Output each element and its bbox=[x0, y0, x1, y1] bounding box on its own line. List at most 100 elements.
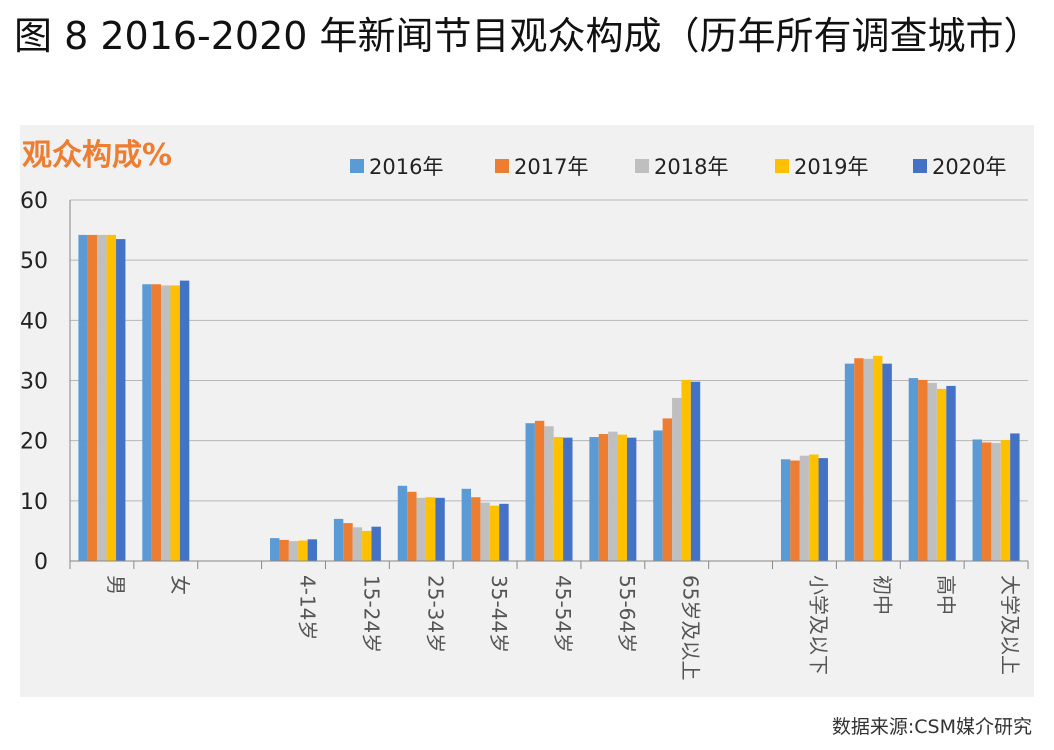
bar-2017年-小学及以下 bbox=[790, 460, 800, 561]
legend-swatch-2019年 bbox=[775, 159, 789, 173]
bar-2017年-女 bbox=[151, 284, 162, 561]
bar-2017年-65岁及以上 bbox=[662, 418, 673, 561]
bar-2016年-女 bbox=[142, 284, 152, 561]
bar-2017年-55-64岁 bbox=[598, 434, 609, 561]
x-category-label-5: 25-34岁 bbox=[423, 575, 447, 653]
y-tick-label-50: 50 bbox=[20, 249, 48, 274]
bar-2020年-大学及以上 bbox=[1010, 433, 1020, 561]
x-category-label-8: 55-64岁 bbox=[615, 575, 639, 653]
bar-2017年-35-44岁 bbox=[471, 497, 481, 561]
bar-2020年-55-64岁 bbox=[626, 437, 637, 561]
bar-2020年-高中 bbox=[946, 385, 956, 561]
bar-2020年-初中 bbox=[882, 363, 892, 561]
bar-2019年-65岁及以上 bbox=[681, 379, 691, 561]
bar-2020年-25-34岁 bbox=[435, 497, 445, 561]
x-category-label-6: 35-44岁 bbox=[487, 575, 511, 653]
bar-2020年-65岁及以上 bbox=[690, 381, 701, 561]
x-category-label-0: 男 bbox=[104, 575, 128, 595]
bar-2018年-25-34岁 bbox=[416, 497, 426, 561]
bars bbox=[78, 234, 1020, 561]
bar-2017年-15-24岁 bbox=[343, 523, 353, 561]
bar-2017年-4-14岁 bbox=[279, 539, 289, 561]
bar-2016年-35-44岁 bbox=[461, 488, 472, 561]
bar-2019年-小学及以下 bbox=[809, 454, 819, 561]
y-tick-label-30: 30 bbox=[20, 370, 48, 395]
bar-2016年-高中 bbox=[908, 378, 919, 561]
legend-swatch-2018年 bbox=[635, 159, 649, 173]
bar-2017年-45-54岁 bbox=[534, 420, 545, 561]
x-category-label-9: 65岁及以上 bbox=[679, 575, 703, 680]
bar-2017年-男 bbox=[87, 234, 98, 561]
legend-swatch-2016年 bbox=[350, 159, 364, 173]
bar-2018年-35-44岁 bbox=[480, 502, 490, 561]
bar-2016年-初中 bbox=[844, 363, 855, 561]
bar-2018年-4-14岁 bbox=[288, 541, 299, 561]
bar-2019年-男 bbox=[106, 234, 117, 561]
bar-2020年-35-44岁 bbox=[499, 503, 509, 561]
bar-2018年-大学及以上 bbox=[991, 443, 1001, 561]
y-tick-label-20: 20 bbox=[20, 430, 48, 455]
legend-swatch-2020年 bbox=[913, 159, 927, 173]
legend-swatch-2017年 bbox=[495, 159, 509, 173]
bar-2017年-高中 bbox=[918, 379, 928, 561]
x-category-label-1: 女 bbox=[168, 575, 192, 595]
bar-2019年-35-44岁 bbox=[489, 505, 500, 561]
y-axis-label: 观众构成% bbox=[22, 138, 172, 173]
axes bbox=[69, 200, 1029, 569]
source-note: 数据来源:CSM媒介研究 bbox=[831, 716, 1032, 738]
bar-2016年-65岁及以上 bbox=[653, 430, 663, 561]
bar-2020年-小学及以下 bbox=[818, 458, 828, 561]
x-category-label-7: 45-54岁 bbox=[551, 575, 575, 653]
y-tick-label-10: 10 bbox=[20, 490, 48, 515]
legend: 2016年 2017年 2018年 2019年 2020年 bbox=[350, 155, 1006, 179]
bar-2017年-大学及以上 bbox=[981, 442, 992, 561]
bar-2016年-55-64岁 bbox=[589, 437, 599, 561]
bar-2018年-小学及以下 bbox=[799, 455, 810, 561]
figure-title: 图 8 2016-2020 年新闻节目观众构成（历年所有调查城市） bbox=[14, 14, 1042, 58]
bar-2018年-15-24岁 bbox=[352, 527, 363, 561]
legend-label-2018年: 2018年 bbox=[654, 155, 728, 179]
bar-2019年-4-14岁 bbox=[298, 540, 308, 561]
x-category-label-13: 高中 bbox=[934, 575, 958, 615]
chart-panel: 0 10 20 30 40 50 60 男 女 4-14岁 15-24岁 25-34岁 35-44岁 45… bbox=[20, 125, 1034, 697]
legend-label-2019年: 2019年 bbox=[794, 155, 868, 179]
x-category-label-3: 4-14岁 bbox=[296, 575, 320, 640]
bar-2019年-初中 bbox=[873, 355, 883, 561]
legend-label-2016年: 2016年 bbox=[369, 155, 443, 179]
bar-2018年-65岁及以上 bbox=[672, 397, 682, 561]
x-category-label-12: 初中 bbox=[870, 575, 894, 615]
bar-2020年-4-14岁 bbox=[307, 539, 318, 561]
bar-2019年-25-34岁 bbox=[425, 497, 436, 561]
bar-2016年-25-34岁 bbox=[397, 485, 408, 561]
bar-2016年-小学及以下 bbox=[780, 459, 791, 561]
bar-2020年-45-54岁 bbox=[563, 437, 573, 561]
x-category-label-4: 15-24岁 bbox=[359, 575, 383, 653]
bar-2019年-15-24岁 bbox=[362, 530, 372, 561]
bar-2016年-4-14岁 bbox=[270, 538, 280, 561]
bar-2016年-男 bbox=[78, 234, 88, 561]
bar-2018年-女 bbox=[161, 285, 171, 561]
bar-2018年-男 bbox=[97, 234, 107, 561]
y-tick-label-40: 40 bbox=[20, 309, 48, 334]
bar-2017年-初中 bbox=[854, 358, 864, 561]
bar-2020年-15-24岁 bbox=[371, 526, 381, 561]
bar-2017年-25-34岁 bbox=[407, 491, 417, 561]
bar-2018年-45-54岁 bbox=[544, 426, 554, 561]
y-tick-label-60: 60 bbox=[20, 189, 48, 214]
legend-label-2017年: 2017年 bbox=[514, 155, 588, 179]
x-category-label-11: 小学及以下 bbox=[806, 575, 830, 675]
bar-2019年-大学及以上 bbox=[1000, 440, 1011, 561]
y-tick-label-0: 0 bbox=[34, 550, 48, 575]
bar-2019年-高中 bbox=[936, 388, 947, 561]
legend-label-2020年: 2020年 bbox=[932, 155, 1006, 179]
bar-2019年-女 bbox=[170, 285, 180, 561]
bar-2020年-男 bbox=[116, 239, 126, 561]
bar-2018年-初中 bbox=[863, 358, 874, 561]
bar-2016年-45-54岁 bbox=[525, 423, 535, 561]
bar-2016年-15-24岁 bbox=[333, 518, 344, 561]
bar-chart: 0 10 20 30 40 50 60 男 女 4-14岁 15-24岁 25-34岁 35-44岁 45… bbox=[20, 138, 1029, 680]
bar-2019年-55-64岁 bbox=[617, 434, 627, 561]
labels: 0 10 20 30 40 50 60 男 女 4-14岁 15-24岁 25-34岁 35-44岁 45… bbox=[20, 189, 1022, 680]
bar-2016年-大学及以上 bbox=[972, 439, 982, 561]
bar-2018年-高中 bbox=[927, 382, 937, 561]
